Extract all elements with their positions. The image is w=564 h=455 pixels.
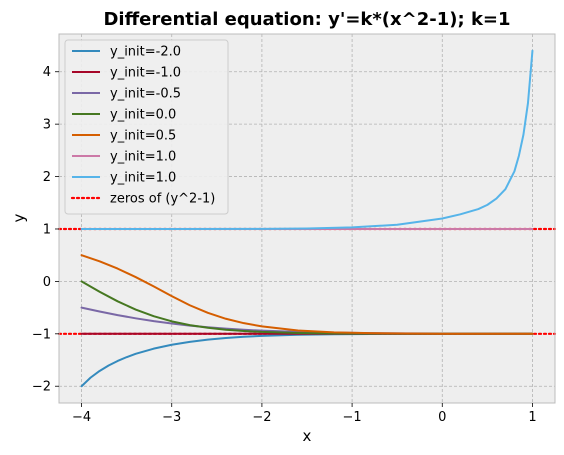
y-tick-label: 2 bbox=[43, 170, 51, 185]
legend-entry-label: y_init=-1.0 bbox=[110, 66, 181, 81]
legend-entry-label: y_init=-0.5 bbox=[110, 87, 181, 102]
y-axis-label: y bbox=[10, 213, 28, 222]
y-tick-label: 0 bbox=[43, 275, 51, 290]
x-tick-label: −4 bbox=[72, 410, 91, 425]
series-lines bbox=[80, 49, 534, 388]
x-axis-label: x bbox=[303, 427, 312, 445]
legend-entry-label: y_init=1.0 bbox=[110, 150, 176, 165]
x-tick-label: −2 bbox=[252, 410, 271, 425]
y-tick-label: 4 bbox=[43, 65, 51, 80]
legend-entry-label: y_init=1.0 bbox=[110, 171, 176, 186]
x-tick-label: −3 bbox=[162, 410, 181, 425]
x-tick-label: 0 bbox=[438, 410, 446, 425]
legend-entry-label: y_init=0.0 bbox=[110, 108, 176, 123]
x-tick-label: 1 bbox=[528, 410, 536, 425]
ticks: −4 −3 −2 −1 0 1 −2 −1 0 1 2 3 4 bbox=[32, 65, 537, 425]
legend-entry-label: y_init=0.5 bbox=[110, 129, 176, 144]
y-tick-label: 3 bbox=[43, 118, 51, 133]
chart-title: Differential equation: y'=k*(x^2-1); k=1 bbox=[103, 9, 510, 30]
legend-entry-label: zeros of (y^2-1) bbox=[110, 192, 215, 207]
y-tick-label: −1 bbox=[32, 327, 51, 342]
legend-box bbox=[64, 39, 229, 215]
legend: y_init=-2.0 y_init=-1.0 y_init=-0.5 y_init=… bbox=[64, 39, 229, 215]
series-line-6 bbox=[80, 49, 534, 230]
plot-frame bbox=[58, 33, 556, 404]
x-tick-label: −1 bbox=[343, 410, 362, 425]
y-tick-label: −2 bbox=[32, 380, 51, 395]
series-line-4 bbox=[80, 254, 534, 335]
legend-entry-label: y_init=-2.0 bbox=[110, 45, 181, 60]
y-tick-label: 1 bbox=[43, 222, 51, 237]
